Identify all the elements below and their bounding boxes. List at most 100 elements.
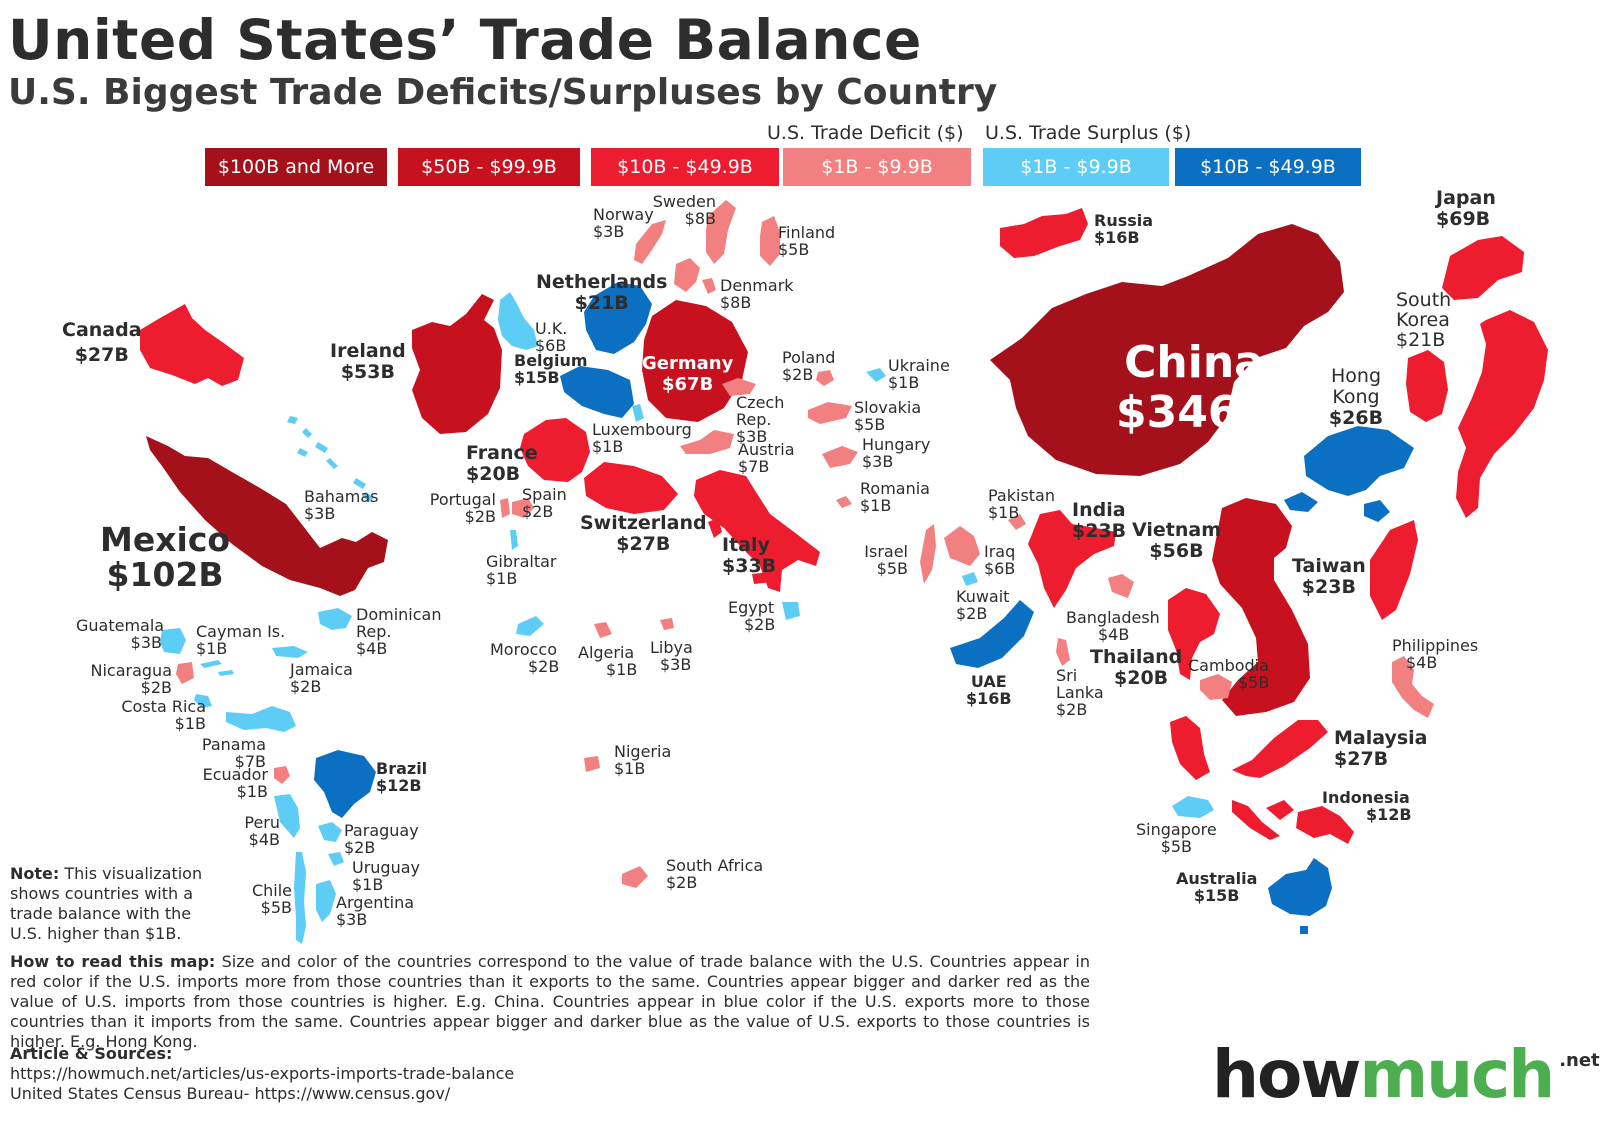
brazil-shape <box>314 750 376 818</box>
label-taiwan: Taiwan $23B <box>1292 555 1366 598</box>
gibraltar-shape <box>510 530 518 550</box>
label-israel: Israel $5B <box>864 542 908 578</box>
label-algeria: Algeria $1B <box>578 643 638 679</box>
cayman-shape <box>200 660 234 676</box>
belgium-shape <box>560 366 634 418</box>
label-hong-kong: Hong Kong $26B <box>1328 365 1384 429</box>
label-chile: Chile $5B <box>251 881 292 917</box>
japan-shape <box>1442 236 1548 518</box>
portugal-shape <box>500 498 510 518</box>
bangladesh-shape <box>1108 574 1134 598</box>
label-singapore: Singapore $5B <box>1136 820 1217 856</box>
label-philippines: Philippines $4B <box>1392 636 1479 672</box>
label-vietnam: Vietnam $56B <box>1132 519 1221 562</box>
label-peru: Peru $4B <box>244 813 280 849</box>
south-africa-shape <box>622 866 648 888</box>
chile-shape <box>294 852 306 944</box>
hong-kong-shape <box>1284 426 1414 522</box>
label-china: China $346B <box>1116 337 1272 438</box>
panama-shape <box>226 706 296 732</box>
spain-shape <box>512 498 534 518</box>
legend-bin-deficit-10b-49b: $10B - $49.9B <box>591 148 779 186</box>
label-bahamas: Bahamas $3B <box>304 487 379 523</box>
ecuador-shape <box>274 766 290 784</box>
label-iraq: Iraq $6B <box>984 542 1016 578</box>
label-costa-rica: Costa Rica $1B <box>121 697 206 733</box>
canada-shape <box>140 304 244 386</box>
label-germany: Germany $67B <box>642 353 734 395</box>
ukraine-shape <box>866 368 886 382</box>
label-egypt: Egypt $2B <box>728 598 776 634</box>
hungary-shape <box>822 446 858 468</box>
label-argentina: Argentina $3B <box>336 893 415 929</box>
label-romania: Romania $1B <box>860 479 930 515</box>
label-cayman: Cayman Is. $1B <box>196 622 286 658</box>
norway-shape <box>634 220 666 264</box>
label-paraguay: Paraguay $2B <box>344 821 419 857</box>
luxembourg-shape <box>632 404 644 422</box>
label-belgium: Belgium $15B <box>514 351 588 387</box>
label-mexico: Mexico $102B <box>100 520 231 594</box>
singapore-shape <box>1172 796 1214 818</box>
label-denmark: Denmark $8B <box>720 276 794 312</box>
iraq-shape <box>944 526 980 566</box>
pakistan-shape <box>1008 514 1026 530</box>
india-shape <box>1028 510 1116 608</box>
label-ecuador: Ecuador $1B <box>202 765 268 801</box>
dominican-shape <box>318 608 352 630</box>
label-uae: UAE $16B <box>966 672 1012 708</box>
paraguay-shape <box>318 822 342 842</box>
label-hungary: Hungary $3B <box>862 435 931 471</box>
label-gibraltar: Gibraltar $1B <box>486 552 557 588</box>
label-switzerland: Switzerland $27B <box>580 512 707 555</box>
czech-shape <box>722 378 756 396</box>
sources-heading: Article & Sources: <box>10 1044 173 1063</box>
page-title: United States’ Trade Balance <box>8 8 922 72</box>
malaysia-shape <box>1170 716 1328 780</box>
sources-link-article[interactable]: https://howmuch.net/articles/us-exports-… <box>10 1064 515 1083</box>
bahamas-shape <box>287 416 374 502</box>
nigeria-shape <box>584 756 600 772</box>
philippines-shape <box>1392 656 1434 718</box>
label-uruguay: Uruguay $1B <box>352 858 420 894</box>
note-label: Note: <box>10 864 60 883</box>
page-subtitle: U.S. Biggest Trade Deficits/Surpluses by… <box>8 72 998 113</box>
egypt-shape <box>782 602 800 620</box>
label-sri-lanka: Sri Lanka $2B <box>1056 666 1104 719</box>
label-nicaragua: Nicaragua $2B <box>90 661 173 697</box>
label-japan: Japan $69B <box>1436 187 1496 230</box>
china-shape <box>990 224 1344 476</box>
label-france: France $20B <box>466 442 538 485</box>
sources: Article & Sources: https://howmuch.net/a… <box>10 1044 514 1104</box>
label-portugal: Portugal $2B <box>429 490 496 526</box>
uae-shape <box>950 600 1034 668</box>
label-canada: Canada $27B <box>62 319 142 366</box>
label-sweden: Sweden $8B <box>652 192 716 228</box>
jamaica-shape <box>272 646 308 658</box>
finland-shape <box>760 216 780 266</box>
label-czech: Czech Rep. $3B <box>736 393 785 446</box>
morocco-shape <box>516 616 544 636</box>
slovakia-shape <box>808 402 852 424</box>
uk-shape <box>498 292 538 350</box>
label-south-africa: South Africa $2B <box>666 856 764 892</box>
uruguay-shape <box>328 852 344 866</box>
label-uk: U.K. $6B <box>535 319 568 355</box>
vietnam-shape <box>1212 498 1310 716</box>
label-slovakia: Slovakia $5B <box>854 398 922 434</box>
sources-link-census[interactable]: United States Census Bureau- https://www… <box>10 1084 451 1103</box>
legend-bin-50b-99b: $50B - $99.9B <box>398 148 580 186</box>
label-russia: Russia $16B <box>1094 211 1154 247</box>
legend-bin-surplus-1b-9b: $1B - $9.9B <box>983 148 1169 186</box>
nicaragua-shape <box>176 662 194 684</box>
how-to-read-body: Size and color of the countries correspo… <box>10 952 1090 1051</box>
label-nigeria: Nigeria $1B <box>614 742 672 778</box>
legend-bin-100b-plus: $100B and More <box>205 148 387 186</box>
label-poland: Poland $2B <box>782 348 836 384</box>
how-to-read: How to read this map: Size and color of … <box>10 952 1090 1052</box>
libya-shape <box>660 618 674 630</box>
label-norway: Norway $3B <box>593 205 654 241</box>
label-thailand: Thailand $20B <box>1090 646 1183 689</box>
label-finland: Finland $5B <box>778 223 836 259</box>
note-body: This visualization shows countries with … <box>10 864 203 943</box>
